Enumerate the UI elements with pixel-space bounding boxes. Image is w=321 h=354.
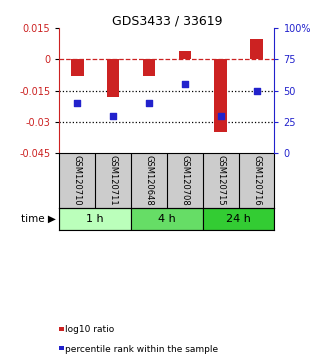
Text: GSM120708: GSM120708 (180, 155, 189, 206)
Point (110, 113, 116, 118)
Bar (143, 59, 155, 76)
Text: 24 h: 24 h (226, 214, 251, 224)
Text: percentile rank within the sample: percentile rank within the sample (65, 345, 218, 354)
Bar (203, 208, 274, 230)
Point (75, 100, 80, 106)
Text: GSM120715: GSM120715 (216, 155, 225, 206)
Text: time ▶: time ▶ (21, 214, 56, 224)
Text: 4 h: 4 h (158, 214, 176, 224)
Point (146, 100, 152, 106)
Bar (59, 208, 131, 230)
Text: log10 ratio: log10 ratio (65, 325, 114, 334)
Bar (71, 59, 83, 76)
Point (218, 113, 223, 118)
Bar (107, 59, 119, 97)
Bar (250, 39, 263, 59)
Text: 1 h: 1 h (86, 214, 104, 224)
Bar (178, 51, 191, 59)
Text: GSM120648: GSM120648 (144, 155, 153, 206)
Title: GDS3433 / 33619: GDS3433 / 33619 (112, 14, 222, 27)
Text: GSM120710: GSM120710 (73, 155, 82, 206)
Point (254, 88, 259, 93)
Text: GSM120711: GSM120711 (108, 155, 118, 206)
Bar (131, 208, 203, 230)
Point (182, 81, 187, 87)
Bar (214, 59, 227, 132)
Text: GSM120716: GSM120716 (252, 155, 261, 206)
